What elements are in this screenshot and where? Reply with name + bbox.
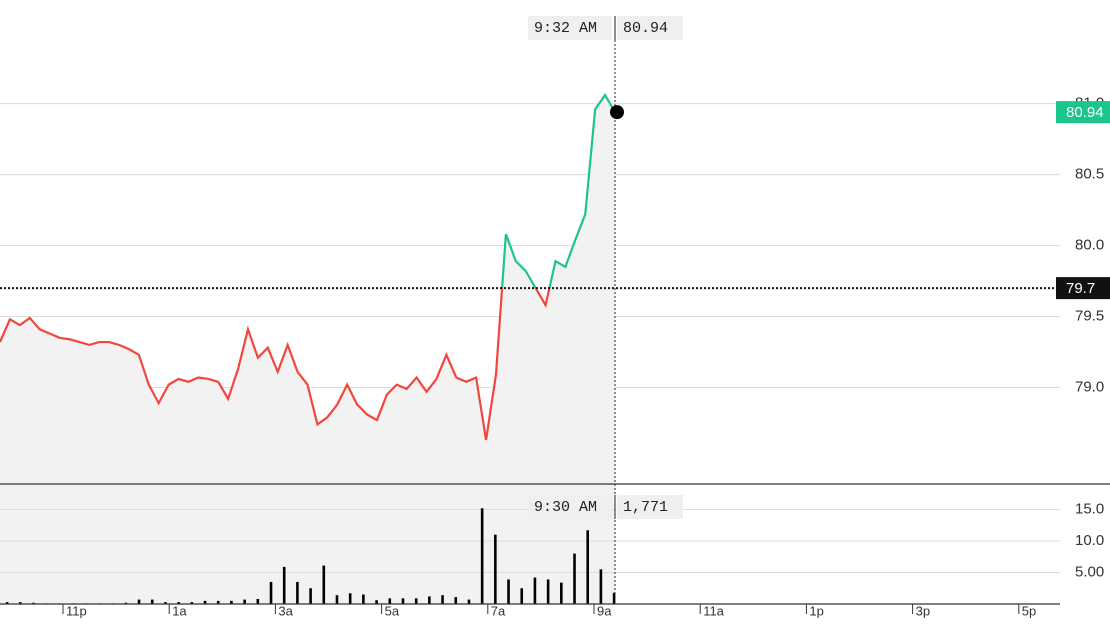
price-line-down xyxy=(0,288,551,441)
volume-bar xyxy=(414,598,418,604)
tooltip-time: 9:30 AM xyxy=(534,499,597,516)
volume-bar xyxy=(401,598,405,604)
volume-bar xyxy=(520,588,524,604)
volume-bar xyxy=(388,598,392,604)
volume-bar xyxy=(124,602,128,604)
x-tick-label: 11a xyxy=(703,603,724,618)
price-line-up xyxy=(500,93,616,289)
volume-bar xyxy=(533,577,537,604)
volume-bar xyxy=(507,579,510,604)
volume-bar xyxy=(230,600,233,604)
volume-bar xyxy=(256,598,260,604)
tooltip-value: 1,771 xyxy=(623,499,668,516)
volume-bar xyxy=(612,592,616,604)
x-tick-label: 5p xyxy=(1022,603,1036,618)
volume-bar xyxy=(243,599,246,604)
volume-bar xyxy=(494,534,497,604)
volume-bar xyxy=(348,593,352,604)
crosshair-dot xyxy=(610,105,624,120)
last-price-label: 80.94 xyxy=(1066,104,1104,121)
volume-tick-label: 10.0 xyxy=(1075,532,1104,549)
tooltip-time-box xyxy=(528,495,612,519)
volume-bar xyxy=(190,602,194,604)
tooltip-time: 9:32 AM xyxy=(534,20,597,37)
volume-bar xyxy=(203,600,207,604)
x-tick-label: 9a xyxy=(597,603,612,618)
volume-bar xyxy=(177,602,180,604)
x-tick-label: 5a xyxy=(385,603,400,618)
volume-bar xyxy=(362,594,365,604)
last-price-tag xyxy=(1056,101,1110,124)
x-tick-label: 1a xyxy=(172,603,187,618)
volume-tick-label: 5.00 xyxy=(1075,563,1104,580)
volume-bar xyxy=(5,602,9,604)
volume-bar xyxy=(560,582,563,604)
volume-bar xyxy=(586,530,590,604)
volume-bar xyxy=(309,588,312,604)
volume-tick-label: 15.0 xyxy=(1075,500,1104,517)
volume-bar xyxy=(32,602,35,604)
x-tick-label: 3p xyxy=(916,603,930,618)
y-tick-label: 80.5 xyxy=(1075,166,1104,183)
volume-bar xyxy=(375,600,378,604)
volume-bar xyxy=(18,602,22,604)
volume-bar xyxy=(599,569,603,604)
volume-bar xyxy=(164,602,167,604)
tooltip-value: 80.94 xyxy=(623,20,668,37)
tooltip-time-box xyxy=(528,16,612,40)
volume-bar xyxy=(467,599,471,604)
volume-bar xyxy=(150,599,154,604)
x-tick-label: 1p xyxy=(809,603,823,618)
volume-bar xyxy=(322,565,326,604)
volume-bar xyxy=(269,581,273,604)
x-tick-label: 7a xyxy=(491,603,506,618)
volume-bar xyxy=(428,596,431,604)
volume-bar xyxy=(335,595,339,604)
volume-bar xyxy=(573,553,576,604)
volume-bar xyxy=(296,581,299,604)
x-tick-label: 3a xyxy=(278,603,293,618)
tooltip-value-box xyxy=(617,495,683,519)
volume-bar xyxy=(480,508,484,604)
volume-bg xyxy=(0,484,615,604)
volume-bar xyxy=(282,566,286,604)
reference-label: 79.7 xyxy=(1066,280,1095,297)
volume-bar xyxy=(441,595,444,604)
volume-bar xyxy=(454,597,458,604)
y-tick-label: 79.5 xyxy=(1075,307,1104,324)
y-tick-label: 80.0 xyxy=(1075,237,1104,254)
area xyxy=(0,95,615,484)
volume-bar xyxy=(546,579,550,604)
reference-tag xyxy=(1056,277,1110,300)
x-tick-label: 11p xyxy=(66,603,87,618)
volume-bar xyxy=(216,600,220,604)
y-tick-label: 79.0 xyxy=(1075,378,1104,395)
volume-bar xyxy=(137,599,141,604)
tooltip-value-box xyxy=(617,16,683,40)
